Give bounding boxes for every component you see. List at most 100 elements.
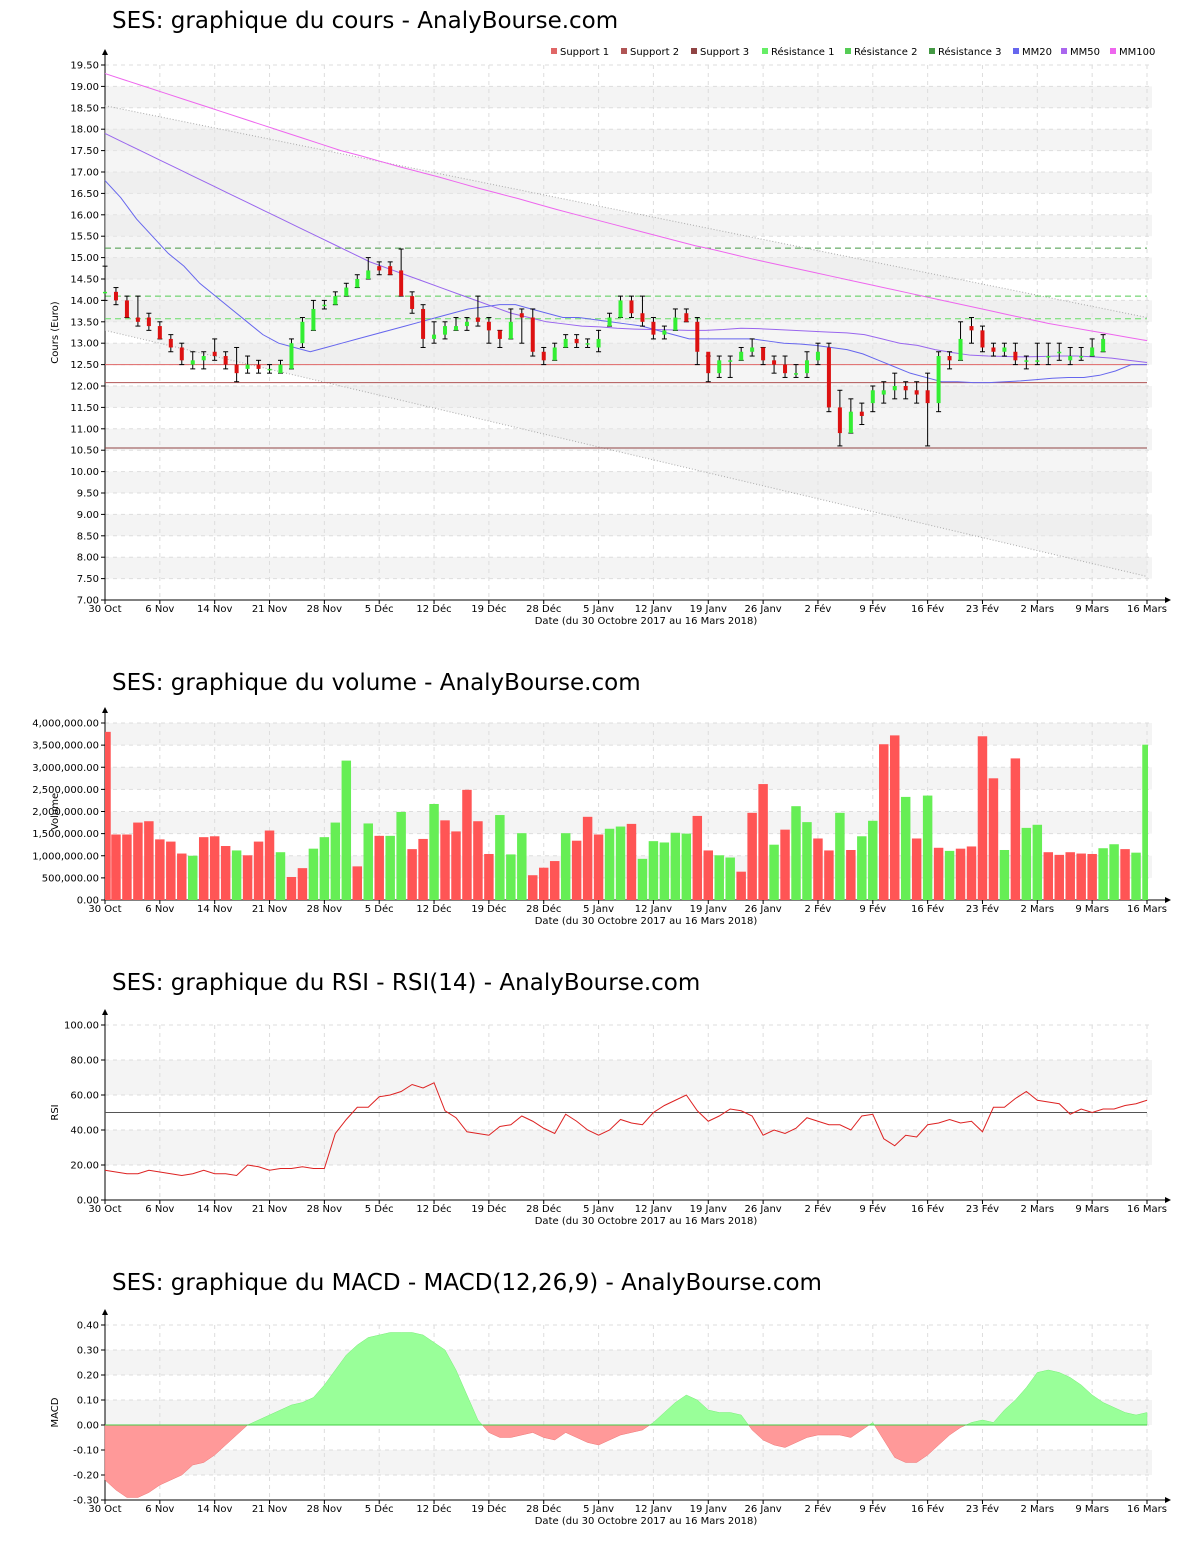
volume-bar [297,868,308,900]
legend-label: MM100 [1119,47,1155,58]
price-candle [837,389,843,447]
candle-body [914,390,919,395]
volume-bar [549,861,560,900]
macd-xtick-label: 16 Mars [1127,1504,1167,1515]
candle-body [519,313,524,318]
volume-bar [648,841,659,900]
price-candle [223,351,229,370]
volume-bar [111,834,121,900]
rsi-xtick-label: 14 Nov [197,1204,233,1215]
price-candle [354,274,360,289]
volume-bar [604,828,615,900]
candle-body [1068,356,1073,361]
price-ytick-label: 15.00 [70,253,99,264]
price-xtick-label: 19 Déc [471,603,506,615]
volume-bar [944,850,955,900]
candle-body [925,390,930,404]
price-candle [179,342,185,366]
price-ytick-label: 14.50 [70,275,99,286]
price-xtick-label: 23 Fév [966,603,999,615]
price-candle [288,338,294,370]
volume-yaxis-arrow [102,707,108,713]
volume-bar [242,855,253,900]
candle-body [223,356,228,365]
candle-body [377,266,382,271]
volume-bar [966,846,977,900]
price-candle [1012,342,1018,366]
candle-body [103,291,107,294]
volume-bar [385,835,395,900]
candle-body [453,326,458,331]
price-candle [486,317,492,344]
legend-swatch [929,48,935,54]
price-candle [277,359,283,374]
legend-label: Support 3 [700,47,749,58]
volume-bar [593,834,604,900]
price-candle [694,317,700,366]
volume-bar [253,841,264,900]
candle-body [443,326,448,335]
volume-bar [725,857,735,900]
volume-bar [571,840,582,900]
candle-body [958,338,963,361]
volume-bar [846,849,856,900]
volume-bar [462,789,472,900]
price-candle [1067,346,1073,366]
trend-channel [105,105,1147,577]
macd-negative-area [481,1424,651,1446]
volume-chart-title: SES: graphique du volume - AnalyBourse.c… [112,670,641,696]
volume-bar [868,820,878,900]
price-xtick-label: 16 Fév [911,603,944,615]
price-candle [716,355,722,378]
macd-xlabel: Date (du 30 Octobre 2017 au 16 Mars 2018… [535,1516,758,1527]
rsi-xtick-label: 12 Janv [635,1204,672,1215]
price-candle [892,372,898,400]
candle-body [574,338,579,344]
candle-body [794,373,799,375]
candle-body [113,291,118,301]
volume-bar [626,823,637,900]
price-xtick-label: 2 Fév [805,603,832,615]
candle-body [497,330,502,339]
price-candle [925,372,931,447]
candle-body [1024,360,1029,362]
volume-bar [637,858,648,900]
macd-negative-area [104,1424,249,1498]
price-ytick-label: 16.00 [70,210,99,221]
volume-bar [1032,824,1043,900]
volume-xtick-label: 30 Oct [88,904,121,915]
volume-bar [889,735,900,900]
volume-bar [1120,849,1130,900]
macd-xtick-label: 19 Déc [471,1503,506,1515]
volume-bar [758,784,768,900]
volume-bar [220,846,231,900]
macd-ylabel: MACD [50,1397,61,1427]
price-xlabel: Date (du 30 Octobre 2017 au 16 Mars 2018… [535,616,758,627]
volume-bar [396,811,406,900]
volume-bar [747,812,757,900]
price-candle [146,312,152,331]
rsi-xtick-label: 28 Déc [526,1203,561,1215]
volume-ytick-label: 1,500,000.00 [32,829,99,840]
rsi-xtick-label: 9 Fév [859,1203,886,1215]
price-candle [607,312,613,327]
macd-ytick-label: -0.20 [73,1471,99,1482]
price-ytick-label: 8.50 [77,531,99,542]
candle-body [618,300,623,318]
price-candle [793,364,799,378]
price-xtick-label: 26 Janv [744,604,781,615]
macd-ytick-label: 0.10 [77,1396,99,1407]
price-candle [1100,334,1106,353]
volume-ytick-label: 3,000,000.00 [32,763,99,774]
candle-body [673,317,678,331]
macd-xtick-label: 12 Déc [416,1503,451,1515]
price-candle [420,304,426,348]
price-candle [310,299,316,331]
candle-body [212,351,217,357]
price-ytick-label: 7.00 [77,596,99,607]
price-chart-panel: SES: graphique du cours - AnalyBourse.co… [0,0,1200,640]
volume-xlabel: Date (du 30 Octobre 2017 au 16 Mars 2018… [535,916,758,927]
macd-xtick-label: 6 Nov [145,1504,174,1515]
volume-bar [451,831,461,900]
candle-body [311,308,316,331]
